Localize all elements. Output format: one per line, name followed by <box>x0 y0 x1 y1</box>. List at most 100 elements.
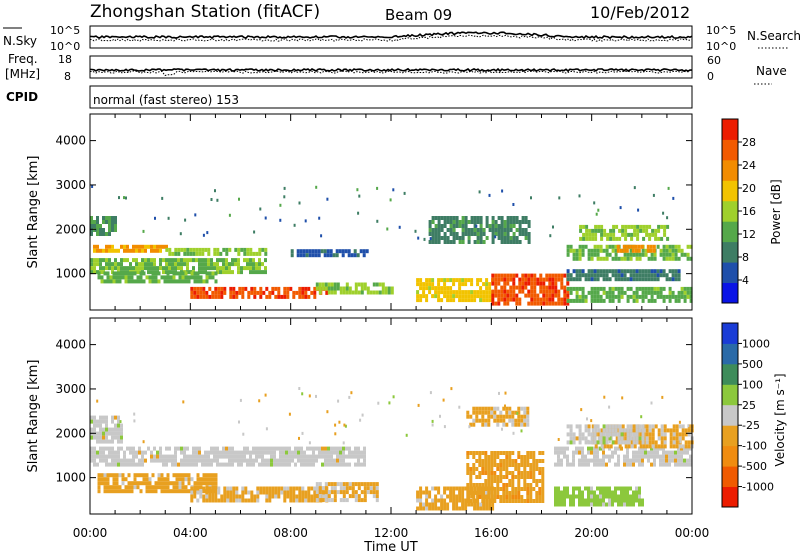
velocity-cell <box>686 450 689 455</box>
power-cell <box>542 277 546 282</box>
power-band-7 <box>416 278 495 303</box>
power-band-0 <box>93 244 168 253</box>
power-cell <box>668 248 672 253</box>
velocity-cell <box>499 495 503 499</box>
power-cell <box>506 216 510 220</box>
velocity-cell <box>163 489 167 494</box>
velocity-cell <box>286 494 290 499</box>
velocity-cell <box>321 490 325 495</box>
power-cell <box>214 271 218 276</box>
velocity-cell <box>608 490 611 495</box>
velocity-echo <box>450 387 453 391</box>
power-cell <box>611 256 615 261</box>
velocity-cell <box>318 482 322 487</box>
velocity-cell <box>321 486 325 491</box>
velocity-cell <box>514 495 518 499</box>
power-cell <box>596 273 600 278</box>
power-cell <box>494 232 498 236</box>
power-cell <box>217 294 221 299</box>
velocity-cell <box>177 446 180 451</box>
power-cell <box>674 244 678 249</box>
velocity-cell <box>181 489 185 494</box>
velocity-cell <box>632 462 635 467</box>
velocity-cell <box>163 481 167 486</box>
velocity-cell <box>148 485 152 490</box>
power-cell <box>569 248 573 253</box>
velocity-cell <box>581 502 584 507</box>
velocity-cell <box>496 475 500 479</box>
velocity-cell <box>584 454 587 459</box>
power-cell <box>629 286 633 291</box>
velocity-cell <box>587 428 591 433</box>
velocity-cell <box>611 450 614 455</box>
velocity-cell <box>114 454 117 459</box>
velocity-cell <box>372 490 376 495</box>
velocity-cell <box>151 485 155 490</box>
velocity-cell <box>120 431 123 436</box>
velocity-cell <box>223 490 227 495</box>
power-cell <box>428 290 432 295</box>
velocity-cell <box>183 462 186 467</box>
velocity-cell <box>587 498 590 503</box>
power-cell <box>201 266 204 271</box>
power-cell <box>588 228 592 233</box>
power-cell <box>428 240 432 244</box>
power-cell <box>105 248 108 253</box>
velocity-cell <box>511 483 515 487</box>
power-cell <box>106 279 110 284</box>
velocity-echo <box>439 414 441 418</box>
power-cell <box>317 249 321 254</box>
power-cell <box>452 236 456 240</box>
velocity-echo <box>587 439 590 443</box>
power-cell <box>581 290 585 295</box>
velocity-cell <box>99 423 102 428</box>
power-echo <box>142 229 145 233</box>
velocity-cell <box>502 475 506 479</box>
power-cell <box>324 286 328 291</box>
power-cell <box>304 286 308 291</box>
power-cell <box>494 277 498 282</box>
power-cell <box>163 279 167 284</box>
velocity-cell <box>602 424 606 429</box>
velocity-cell <box>336 462 339 467</box>
power-cell <box>105 232 108 236</box>
power-cell <box>264 266 267 271</box>
velocity-cell <box>511 475 515 479</box>
velocity-cell <box>97 485 101 490</box>
power-cell <box>246 247 250 252</box>
power-cell <box>175 279 179 284</box>
velocity-cell <box>294 450 297 455</box>
power-cell <box>581 248 585 253</box>
velocity-cell <box>526 459 530 463</box>
power-cell <box>506 301 510 306</box>
power-cell <box>452 232 456 236</box>
power-cell <box>594 224 598 229</box>
power-cell <box>654 236 658 241</box>
power-cell <box>506 236 510 240</box>
velocity-cell <box>475 414 479 419</box>
power-cell <box>183 251 187 256</box>
power-cell <box>611 290 615 295</box>
power-cell <box>476 236 480 240</box>
velocity-cell <box>321 498 325 503</box>
velocity-cell <box>511 491 515 495</box>
power-cell <box>621 224 625 229</box>
velocity-cell <box>192 454 195 459</box>
power-cell <box>431 294 435 299</box>
velocity-cell <box>668 458 671 463</box>
power-cell <box>590 277 594 282</box>
velocity-cell <box>118 489 122 494</box>
power-cell <box>114 216 117 220</box>
power-cell <box>253 290 257 295</box>
velocity-cell <box>102 450 105 455</box>
power-cell <box>141 258 144 263</box>
velocity-cell <box>578 490 581 495</box>
velocity-cell <box>517 487 521 491</box>
velocity-cell <box>472 499 476 503</box>
velocity-cell <box>192 462 195 467</box>
power-cell <box>452 294 456 299</box>
power-cell <box>330 286 334 291</box>
power-cell <box>186 251 190 256</box>
power-cell <box>341 249 345 254</box>
velocity-cell <box>469 499 473 503</box>
